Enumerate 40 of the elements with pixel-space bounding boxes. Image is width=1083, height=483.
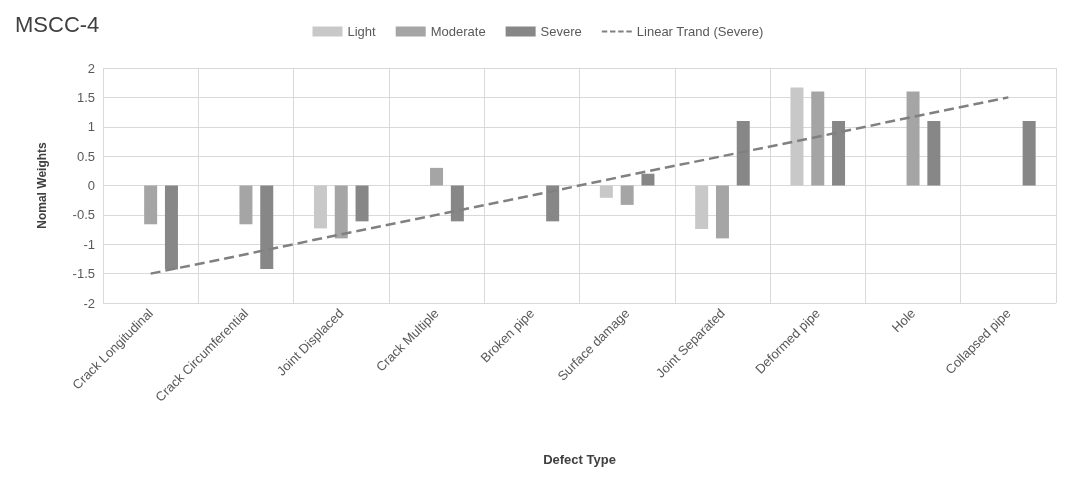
bar: [695, 185, 709, 229]
bar: [790, 87, 804, 186]
bar: [430, 167, 444, 186]
bar: [736, 120, 750, 186]
bar: [239, 185, 253, 225]
y-tick-label: 0.5: [76, 148, 95, 164]
bar: [715, 185, 729, 239]
bar: [811, 91, 825, 186]
bar: [620, 185, 634, 205]
line-series: [149, 96, 1010, 275]
bar: [355, 185, 369, 222]
y-tick-label: 0: [87, 178, 95, 193]
y-tick-label: 1: [87, 119, 95, 135]
legend-label: Severe: [540, 24, 582, 39]
y-tick-label: -1.5: [72, 266, 95, 282]
legend-label: Moderate: [430, 24, 486, 39]
y-tick-label: -1: [83, 236, 95, 252]
bar: [260, 185, 274, 269]
legend-label: Linear Trand (Severe): [636, 24, 764, 39]
bar: [144, 185, 158, 225]
y-tick-label: -0.5: [72, 207, 95, 223]
bar: [832, 120, 846, 186]
bar: [1022, 120, 1036, 186]
x-axis-title: Defect Type: [543, 452, 616, 467]
bar: [334, 185, 348, 239]
y-axis-title: Nomal Weights: [35, 141, 49, 229]
y-tick-label: 1.5: [76, 89, 95, 105]
y-tick-label: 2: [87, 60, 95, 76]
x-tick-label: Hole: [888, 305, 919, 336]
bar: [599, 185, 613, 198]
bar: [641, 173, 655, 186]
y-tick-label: -2: [83, 295, 95, 311]
legend-label: Light: [347, 24, 377, 39]
bar: [450, 185, 464, 222]
bar: [906, 91, 920, 186]
bar: [546, 185, 560, 222]
bar: [313, 185, 327, 229]
bar: [164, 185, 178, 270]
chart-title: MSCC-4: [15, 11, 100, 37]
bar: [927, 120, 941, 186]
